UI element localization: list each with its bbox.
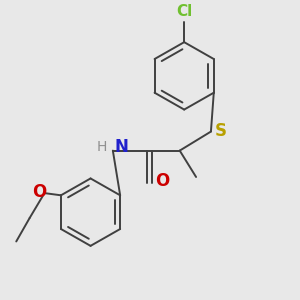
Text: H: H bbox=[97, 140, 107, 154]
Text: O: O bbox=[155, 172, 170, 190]
Text: S: S bbox=[215, 122, 227, 140]
Text: N: N bbox=[114, 138, 128, 156]
Text: Cl: Cl bbox=[176, 4, 192, 19]
Text: O: O bbox=[32, 183, 46, 201]
